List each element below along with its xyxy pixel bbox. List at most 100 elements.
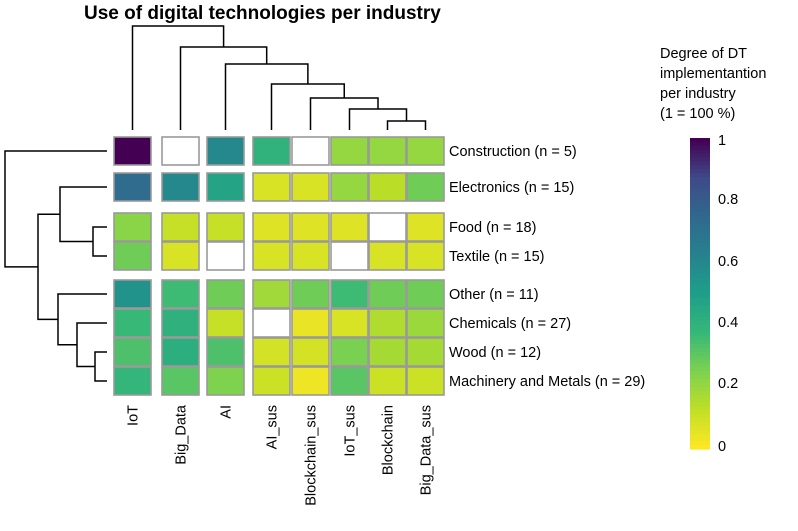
heatmap-cell <box>368 212 407 242</box>
colorbar-segment <box>690 141 710 147</box>
heatmap-cell <box>368 136 407 166</box>
dendrogram-branch <box>179 46 268 130</box>
colorbar-segment <box>690 169 710 174</box>
colorbar-segment <box>690 138 710 143</box>
colorbar-segment <box>690 200 710 205</box>
dendrogram-branch <box>94 351 107 382</box>
colorbar-segment <box>690 425 710 431</box>
colorbar-segment <box>690 192 710 197</box>
colorbar-segment <box>690 266 710 271</box>
colorbar-segment <box>690 161 710 166</box>
colorbar-segment <box>690 402 710 407</box>
heatmap-cell <box>161 136 200 166</box>
colorbar-segment <box>690 324 710 330</box>
row-label: Electronics (n = 15) <box>449 180 574 196</box>
colorbar-segment <box>690 277 710 283</box>
colorbar-segment <box>690 153 710 159</box>
heatmap-cell <box>330 308 369 338</box>
colorbar-segment <box>690 421 710 427</box>
heatmap-cell <box>161 337 200 367</box>
colorbar-segment <box>690 196 710 201</box>
heatmap-cell <box>113 136 152 166</box>
row-labels: Construction (n = 5) Electronics (n = 15)… <box>449 144 645 390</box>
row-label: Construction (n = 5) <box>449 144 577 160</box>
row-label: Food (n = 18) <box>449 220 536 236</box>
colorbar-segment <box>690 184 710 190</box>
column-label: Blockchain_sus <box>304 405 320 506</box>
colorbar-segment <box>690 176 710 182</box>
heatmap-cell <box>252 366 291 396</box>
heatmap-cell <box>113 172 152 202</box>
heatmap-cell <box>252 172 291 202</box>
colorbar-ticks: 1 0.8 0.6 0.4 0.2 0 <box>718 133 738 455</box>
column-label: IoT_sus <box>343 405 359 457</box>
colorbar-tick-label: 0.8 <box>718 192 738 208</box>
colorbar-tick-label: 1 <box>718 133 726 149</box>
colorbar-segment <box>690 180 710 186</box>
column-label: Blockchain <box>381 405 397 475</box>
dendrogram-branch <box>348 108 408 130</box>
heatmap-cell <box>161 172 200 202</box>
colorbar-segment <box>690 379 710 384</box>
colorbar-segment <box>690 242 710 248</box>
colorbar-segment <box>690 188 710 194</box>
colorbar-title-line: per industry <box>660 86 737 102</box>
heatmap-cell <box>406 308 445 338</box>
heatmap-cell <box>406 279 445 309</box>
heatmap-cell <box>330 279 369 309</box>
heatmap-cell <box>252 308 291 338</box>
dendrogram-branch <box>224 63 309 130</box>
dendrogram-branch <box>37 213 60 321</box>
colorbar-segment <box>690 312 710 318</box>
colorbar-segment <box>690 316 710 322</box>
colorbar-segment <box>690 344 710 349</box>
dendrogram-branch <box>92 226 107 257</box>
heatmap-cell <box>406 136 445 166</box>
colorbar-segment <box>690 235 710 240</box>
dendrogram-branch <box>59 186 107 243</box>
heatmap-cell <box>406 172 445 202</box>
heatmap-cell <box>113 366 152 396</box>
colorbar-legend: Degree of DT implementantion per industry (… <box>660 46 766 455</box>
colorbar-segment <box>690 386 710 392</box>
row-label: Other (n = 11) <box>449 287 539 303</box>
column-dendrogram <box>131 25 427 130</box>
heatmap-cell <box>330 136 369 166</box>
dendrogram-branch <box>270 83 345 130</box>
column-labels: IoT Big_Data AI AI_sus Blockchain_sus IoT_sus… <box>126 404 435 506</box>
heatmap-cell <box>368 337 407 367</box>
heatmap-cell <box>406 241 445 271</box>
colorbar-tick-label: 0.6 <box>718 254 738 270</box>
heatmap-cell <box>206 366 245 396</box>
colorbar-segment <box>690 219 710 225</box>
colorbar-segment <box>690 149 710 155</box>
heatmap-cell <box>252 136 291 166</box>
chart-title: Use of digital technologies per industry <box>84 3 441 24</box>
heatmap-cell <box>252 279 291 309</box>
colorbar-segment <box>690 336 710 341</box>
row-label: Machinery and Metals (n = 29) <box>449 374 645 390</box>
colorbar-tick-label: 0.2 <box>718 376 738 392</box>
heatmap-cell <box>368 172 407 202</box>
heatmap-cell <box>206 136 245 166</box>
colorbar-segment <box>690 165 710 170</box>
colorbar-segment <box>690 417 710 423</box>
colorbar-segment <box>690 328 710 333</box>
column-label: Big_Data <box>174 404 190 465</box>
heatmap-cell <box>206 241 245 271</box>
colorbar-segment <box>690 429 710 435</box>
heatmap-cell <box>291 212 330 242</box>
dendrogram-branch <box>76 322 107 368</box>
colorbar-segment <box>690 297 710 302</box>
row-label: Textile (n = 15) <box>449 249 545 265</box>
heatmap-cell <box>206 279 245 309</box>
colorbar-segment <box>690 394 710 400</box>
heatmap-cell <box>113 337 152 367</box>
colorbar-segment <box>690 227 710 232</box>
heatmap-cell <box>330 212 369 242</box>
row-label: Chemicals (n = 27) <box>449 316 571 332</box>
colorbar-tick-label: 0.4 <box>718 315 738 331</box>
colorbar-segment <box>690 351 710 357</box>
row-label: Wood (n = 12) <box>449 345 541 361</box>
colorbar-segment <box>690 293 710 298</box>
